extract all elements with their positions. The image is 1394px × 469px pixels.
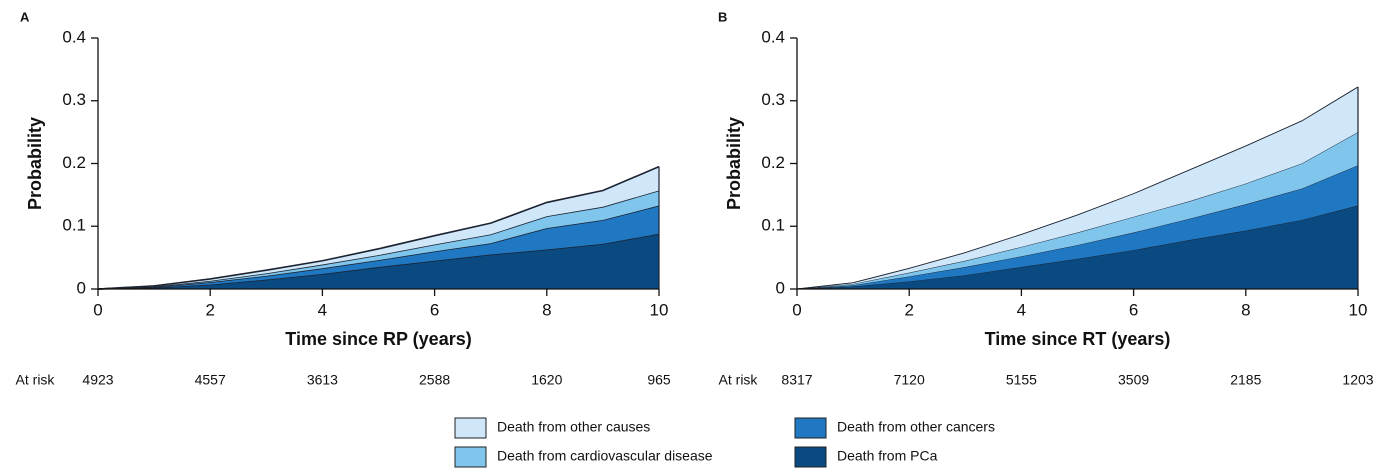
x-tick-label: 6 — [430, 300, 439, 319]
legend-swatch — [454, 417, 487, 439]
panel-label: A — [20, 9, 30, 24]
x-tick-label: 10 — [650, 300, 669, 319]
x-tick-label: 0 — [792, 300, 801, 319]
x-tick-label: 8 — [1241, 300, 1250, 319]
at-risk-label: At risk — [719, 372, 759, 388]
at-risk-value: 2588 — [419, 372, 450, 388]
at-risk-value: 1620 — [531, 372, 562, 388]
x-tick-label: 10 — [1349, 300, 1368, 319]
y-tick-label: 0.4 — [62, 27, 86, 46]
y-tick-label: 0.3 — [761, 90, 785, 109]
at-risk-value: 2185 — [1230, 372, 1261, 388]
area-edge — [97, 165, 660, 290]
at-risk-value: 965 — [647, 372, 671, 388]
y-tick-label: 0.2 — [62, 153, 86, 172]
legend-label: Death from PCa — [837, 448, 938, 464]
legend-swatch — [794, 417, 827, 439]
x-tick-label: 4 — [318, 300, 327, 319]
at-risk-value: 3509 — [1118, 372, 1149, 388]
panel-label: B — [718, 9, 727, 24]
area — [797, 205, 1358, 289]
x-axis-label: Time since RT (years) — [985, 329, 1171, 349]
area — [797, 165, 1358, 289]
y-tick-label: 0 — [77, 278, 86, 297]
area-edge — [796, 86, 1359, 290]
y-tick-label: 0.1 — [62, 216, 86, 235]
x-tick-label: 8 — [542, 300, 551, 319]
y-tick-label: 0.4 — [761, 27, 785, 46]
y-tick-label: 0.2 — [761, 153, 785, 172]
at-risk-value: 3613 — [307, 372, 338, 388]
legend-label: Death from other causes — [497, 419, 650, 435]
y-axis-label: Probability — [25, 117, 45, 210]
at-risk-value: 1203 — [1342, 372, 1373, 388]
y-tick-label: 0 — [776, 278, 785, 297]
x-tick-label: 2 — [904, 300, 913, 319]
legend-label: Death from other cancers — [837, 419, 995, 435]
x-tick-label: 0 — [93, 300, 102, 319]
legend-swatch — [454, 446, 487, 468]
at-risk-label: At risk — [16, 372, 56, 388]
at-risk-value: 8317 — [781, 372, 812, 388]
y-axis-label: Probability — [724, 117, 744, 210]
at-risk-value: 4557 — [195, 372, 226, 388]
at-risk-value: 4923 — [82, 372, 113, 388]
legend-swatch — [794, 446, 827, 468]
y-tick-label: 0.3 — [62, 90, 86, 109]
area — [98, 233, 659, 289]
at-risk-value: 5155 — [1006, 372, 1037, 388]
y-tick-label: 0.1 — [761, 216, 785, 235]
area — [98, 205, 659, 289]
x-axis-label: Time since RP (years) — [285, 329, 471, 349]
x-tick-label: 4 — [1017, 300, 1026, 319]
legend-label: Death from cardiovascular disease — [497, 448, 713, 464]
x-tick-label: 2 — [205, 300, 214, 319]
at-risk-value: 7120 — [894, 372, 925, 388]
x-tick-label: 6 — [1129, 300, 1138, 319]
